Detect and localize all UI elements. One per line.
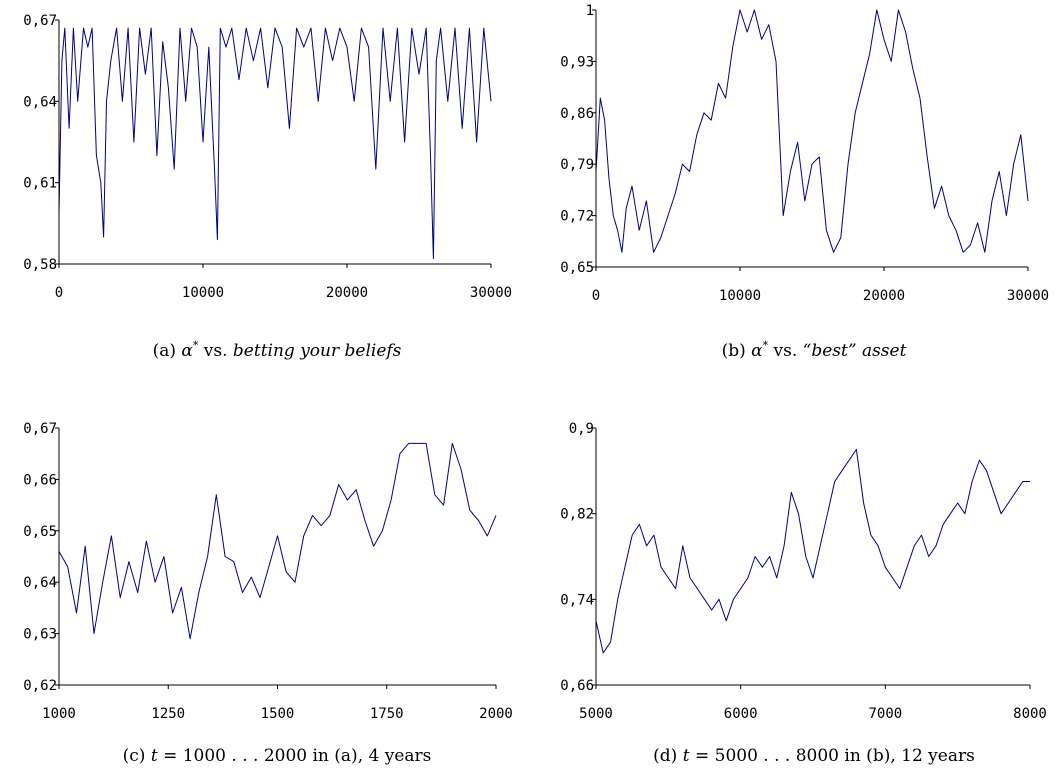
x-tick-label-a-1: 10000 [182,285,224,301]
y-tick-label-c-2: 0,64 [23,575,57,591]
x-tick-label-d-0: 5000 [579,706,613,722]
y-tick-label-d-2: 0,82 [560,507,594,523]
y-tick-label-b-4: 0,93 [560,54,594,70]
series-line-a [58,27,492,260]
y-tick-label-b-2: 0,79 [560,157,594,173]
caption-c: (c) t = 1000 . . . 2000 in (a), 4 years [123,746,432,766]
x-tick-label-b-1: 10000 [719,288,761,304]
y-tick-label-c-4: 0,66 [23,472,57,488]
caption-b: (b) α* vs. “best” asset [722,339,907,361]
x-tick-label-c-2: 1500 [261,706,295,722]
x-tick-label-c-0: 1000 [42,706,76,722]
chart-panel-d: 0,66 0,74 0,82 0,9 5000 6000 7000 8000 (d) t = … [560,421,1047,766]
x-tick-label-a-0: 0 [55,285,63,301]
y-tick-label-b-5: 1 [586,3,594,19]
y-tick-label-d-1: 0,74 [560,592,594,608]
series-line-d [595,448,1030,654]
series-line-c [58,442,497,640]
x-tick-label-c-1: 1250 [151,706,185,722]
chart-panel-a: 0,58 0,61 0,64 0,67 0 10000 20000 30000 (a) α* … [23,13,512,361]
caption-d: (d) t = 5000 . . . 8000 in (b), 12 years [653,746,975,766]
x-tick-label-d-1: 6000 [724,706,758,722]
y-tick-label-c-1: 0,63 [23,627,57,643]
y-tick-label-d-0: 0,66 [560,678,594,694]
x-tick-label-a-2: 20000 [326,285,368,301]
y-tick-label-b-3: 0,86 [560,106,594,122]
y-tick-label-b-1: 0,72 [560,209,594,225]
x-tick-label-d-2: 7000 [868,706,902,722]
y-tick-label-c-0: 0,62 [23,678,57,694]
x-tick-label-b-0: 0 [592,288,600,304]
y-tick-label-c-3: 0,65 [23,524,57,540]
y-tick-label-c-5: 0,67 [23,421,57,437]
series-line-b [595,9,1029,253]
chart-panel-c: 0,62 0,63 0,64 0,65 0,66 0,67 1000 1250 1500 1750… [23,421,513,766]
y-tick-label-a-2: 0,64 [23,94,57,110]
chart-panel-b: 0,65 0,72 0,79 0,86 0,93 1 0 10000 20000 30000 (b… [560,3,1049,361]
y-tick-label-a-3: 0,67 [23,13,57,29]
y-tick-label-b-0: 0,65 [560,260,594,276]
y-tick-label-a-0: 0,58 [23,257,57,273]
x-tick-label-b-3: 30000 [1007,288,1049,304]
caption-a: (a) α* vs. betting your beliefs [153,339,402,361]
x-tick-label-d-3: 8000 [1013,706,1047,722]
x-tick-label-c-4: 2000 [479,706,513,722]
x-tick-label-c-3: 1750 [370,706,404,722]
x-tick-label-a-3: 30000 [470,285,512,301]
y-tick-label-d-3: 0,9 [569,421,594,437]
x-tick-label-b-2: 20000 [863,288,905,304]
y-tick-label-a-1: 0,61 [23,176,57,192]
